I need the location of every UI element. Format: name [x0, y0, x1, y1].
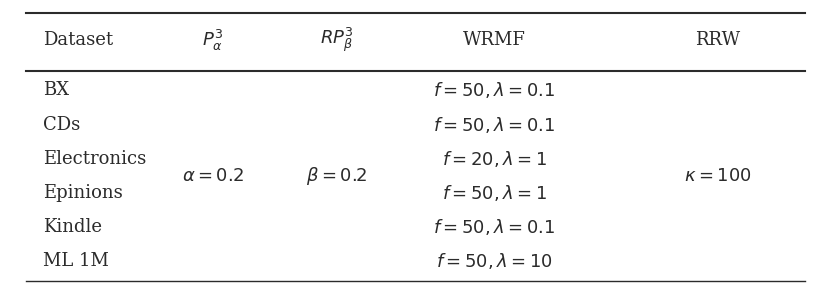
Text: $RP_{\beta}^{3}$: $RP_{\beta}^{3}$: [320, 26, 354, 54]
Text: $P_{\alpha}^{3}$: $P_{\alpha}^{3}$: [202, 28, 223, 53]
Text: Kindle: Kindle: [43, 218, 102, 236]
Text: $f = 50, \lambda = 0.1$: $f = 50, \lambda = 0.1$: [433, 81, 555, 100]
Text: $\alpha = 0.2$: $\alpha = 0.2$: [182, 167, 243, 185]
Text: $f = 50, \lambda = 0.1$: $f = 50, \lambda = 0.1$: [433, 217, 555, 237]
Text: RRW: RRW: [696, 31, 740, 49]
Text: $\kappa = 100$: $\kappa = 100$: [684, 167, 752, 185]
Text: $f = 50, \lambda = 10$: $f = 50, \lambda = 10$: [435, 251, 553, 271]
Text: Electronics: Electronics: [43, 150, 146, 168]
Text: $f = 20, \lambda = 1$: $f = 20, \lambda = 1$: [441, 149, 547, 169]
Text: CDs: CDs: [43, 116, 80, 134]
Text: $\beta = 0.2$: $\beta = 0.2$: [306, 165, 367, 187]
Text: $f = 50, \lambda = 1$: $f = 50, \lambda = 1$: [441, 183, 547, 203]
Text: Epinions: Epinions: [43, 184, 122, 202]
Text: Dataset: Dataset: [43, 31, 113, 49]
Text: ML 1M: ML 1M: [43, 252, 109, 270]
Text: BX: BX: [43, 81, 69, 100]
Text: WRMF: WRMF: [463, 31, 526, 49]
Text: $f = 50, \lambda = 0.1$: $f = 50, \lambda = 0.1$: [433, 115, 555, 135]
